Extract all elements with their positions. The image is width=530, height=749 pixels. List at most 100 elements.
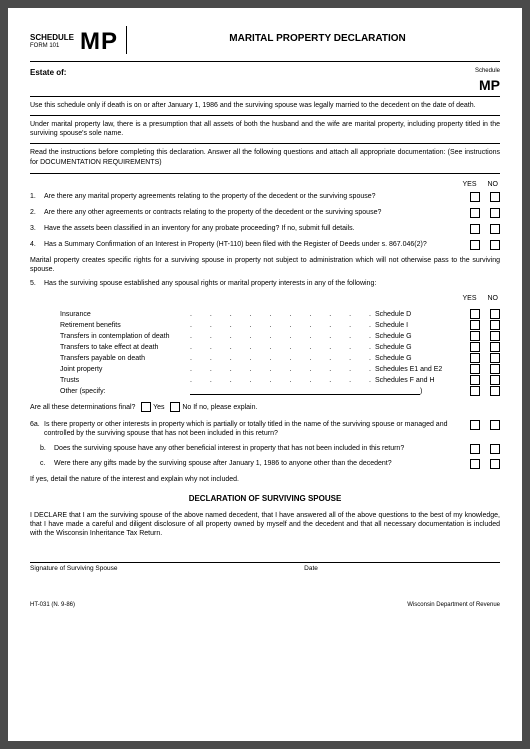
other-label: Other (specify: [60, 387, 190, 396]
item-label: Transfers payable on death [60, 354, 190, 363]
q6c-no-checkbox[interactable] [490, 459, 500, 469]
property-item: Transfers in contemplation of death. . .… [60, 331, 500, 341]
dot-leader: . . . . . . . . . . . . . [190, 354, 375, 363]
item-no-checkbox[interactable] [490, 353, 500, 363]
estate-row: Estate of: Schedule MP [30, 64, 500, 97]
schedule-code: MP [80, 26, 118, 57]
q-text: Were there any gifts made by the survivi… [54, 459, 470, 469]
question-3: 3. Have the assets been classified in an… [30, 224, 500, 234]
item-yes-checkbox[interactable] [470, 342, 480, 352]
intro-para-1: Use this schedule only if death is on or… [30, 101, 500, 110]
item-schedule: Schedules E1 and E2 [375, 365, 470, 374]
dot-leader: . . . . . . . . . . . . . [190, 343, 375, 352]
other-no-checkbox[interactable] [490, 386, 500, 396]
right-schedule-label: Schedule [475, 68, 500, 76]
yes-no-header-2: YES NO [30, 294, 500, 303]
property-item: Insurance. . . . . . . . . . . . .Schedu… [60, 309, 500, 319]
q2-no-checkbox[interactable] [490, 208, 500, 218]
q6c-yes-checkbox[interactable] [470, 459, 480, 469]
schedule-label: SCHEDULE [30, 34, 74, 43]
other-yes-checkbox[interactable] [470, 386, 480, 396]
item-yes-checkbox[interactable] [470, 320, 480, 330]
q-text: Are there any marital property agreement… [44, 192, 470, 201]
dot-leader: . . . . . . . . . . . . . [190, 376, 375, 385]
item-yes-checkbox[interactable] [470, 364, 480, 374]
question-6b: b. Does the surviving spouse have any ot… [30, 444, 500, 454]
close-paren: ) [420, 387, 422, 396]
q-text: Are there any other agreements or contra… [44, 208, 470, 217]
no-header: NO [488, 294, 499, 303]
item-schedule: Schedule D [375, 310, 470, 319]
schedule-block: SCHEDULE FORM 101 MP [30, 26, 118, 57]
question-1: 1. Are there any marital property agreem… [30, 192, 500, 202]
divider [126, 26, 127, 54]
declaration-title: DECLARATION OF SURVIVING SPOUSE [30, 494, 500, 504]
question-5: 5. Has the surviving spouse established … [30, 279, 500, 288]
if-yes-note: If yes, detail the nature of the interes… [30, 475, 500, 484]
item-no-checkbox[interactable] [490, 375, 500, 385]
property-item: Transfers to take effect at death. . . .… [60, 342, 500, 352]
final-no-label: No If no, please explain. [182, 404, 257, 411]
q-number: 1. [30, 192, 44, 201]
q3-yes-checkbox[interactable] [470, 224, 480, 234]
q6a-yes-checkbox[interactable] [470, 420, 480, 430]
dot-leader: . . . . . . . . . . . . . [190, 321, 375, 330]
q4-no-checkbox[interactable] [490, 240, 500, 250]
right-schedule: Schedule MP [475, 68, 500, 94]
other-specify-line[interactable] [190, 387, 420, 395]
item-yes-checkbox[interactable] [470, 331, 480, 341]
item-label: Trusts [60, 376, 190, 385]
signature-label: Signature of Surviving Spouse [30, 565, 304, 573]
property-item: Trusts. . . . . . . . . . . . .Schedules… [60, 375, 500, 385]
item-no-checkbox[interactable] [490, 342, 500, 352]
item-yes-checkbox[interactable] [470, 309, 480, 319]
q-letter: c. [40, 459, 54, 469]
q4-yes-checkbox[interactable] [470, 240, 480, 250]
q6a-no-checkbox[interactable] [490, 420, 500, 430]
no-header: NO [488, 180, 499, 189]
q-number: 4. [30, 240, 44, 249]
item-no-checkbox[interactable] [490, 320, 500, 330]
agency-name: Wisconsin Department of Revenue [407, 602, 500, 610]
dot-leader: . . . . . . . . . . . . . [190, 365, 375, 374]
marital-note: Marital property creates specific rights… [30, 256, 500, 274]
q2-yes-checkbox[interactable] [470, 208, 480, 218]
final-yes-checkbox[interactable] [141, 402, 151, 412]
final-no-checkbox[interactable] [170, 402, 180, 412]
item-schedule: Schedule G [375, 343, 470, 352]
q3-no-checkbox[interactable] [490, 224, 500, 234]
item-label: Insurance [60, 310, 190, 319]
item-no-checkbox[interactable] [490, 309, 500, 319]
question-6c: c. Were there any gifts made by the surv… [30, 459, 500, 469]
item-label: Retirement benefits [60, 321, 190, 330]
q-text: Is there property or other interests in … [44, 420, 470, 438]
q1-no-checkbox[interactable] [490, 192, 500, 202]
q1-yes-checkbox[interactable] [470, 192, 480, 202]
q6b-no-checkbox[interactable] [490, 444, 500, 454]
question-4: 4. Has a Summary Confirmation of an Inte… [30, 240, 500, 250]
item-yes-checkbox[interactable] [470, 353, 480, 363]
property-items-list: Insurance. . . . . . . . . . . . .Schedu… [60, 309, 500, 396]
item-label: Transfers to take effect at death [60, 343, 190, 352]
estate-label: Estate of: [30, 68, 66, 94]
q-text: Has a Summary Confirmation of an Interes… [44, 240, 470, 249]
item-schedule: Schedules F and H [375, 376, 470, 385]
divider [30, 143, 500, 144]
item-schedule: Schedule I [375, 321, 470, 330]
intro-para-3: Read the instructions before completing … [30, 148, 500, 166]
property-item: Joint property. . . . . . . . . . . . .S… [60, 364, 500, 374]
determinations-final-row: Are all these determinations final? Yes … [30, 402, 500, 412]
other-item: Other (specify: ) [60, 386, 500, 396]
intro-para-2: Under marital property law, there is a p… [30, 120, 500, 138]
item-no-checkbox[interactable] [490, 364, 500, 374]
yes-no-header: YES NO [30, 180, 500, 189]
item-yes-checkbox[interactable] [470, 375, 480, 385]
footer: HT-031 (N. 9-86) Wisconsin Department of… [30, 602, 500, 610]
header: SCHEDULE FORM 101 MP MARITAL PROPERTY DE… [30, 26, 500, 62]
q6b-yes-checkbox[interactable] [470, 444, 480, 454]
q-text: Does the surviving spouse have any other… [54, 444, 470, 454]
q-text: Have the assets been classified in an in… [44, 224, 470, 233]
final-label: Are all these determinations final? [30, 404, 135, 411]
item-no-checkbox[interactable] [490, 331, 500, 341]
final-yes-label: Yes [153, 404, 164, 411]
